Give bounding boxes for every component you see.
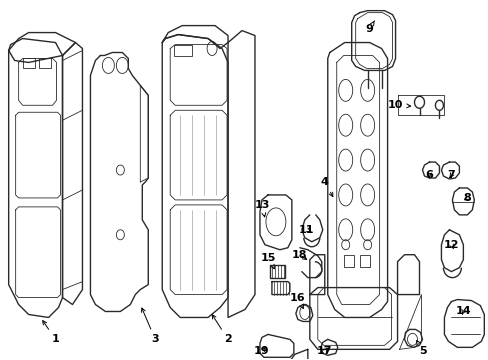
Text: 3: 3 [142,308,159,345]
Bar [359,255,369,267]
Bar [39,58,50,68]
Text: 17: 17 [316,346,332,356]
Text: 16: 16 [289,293,305,309]
Bar [22,58,35,68]
Text: 2: 2 [212,315,231,345]
Text: 19: 19 [254,346,269,356]
Text: 6: 6 [425,170,432,180]
Bar [343,255,353,267]
Text: 12: 12 [443,240,458,250]
Text: 5: 5 [416,341,427,356]
Text: 4: 4 [320,177,332,197]
Text: 7: 7 [447,170,454,180]
Text: 11: 11 [299,225,314,235]
Text: 10: 10 [387,100,410,110]
Bar [174,45,192,57]
Text: 8: 8 [463,193,470,203]
Text: 9: 9 [365,21,374,33]
Text: 13: 13 [254,200,269,217]
Text: 18: 18 [291,250,307,260]
Text: 14: 14 [455,306,470,316]
Text: 1: 1 [42,321,59,345]
Text: 15: 15 [260,253,275,269]
